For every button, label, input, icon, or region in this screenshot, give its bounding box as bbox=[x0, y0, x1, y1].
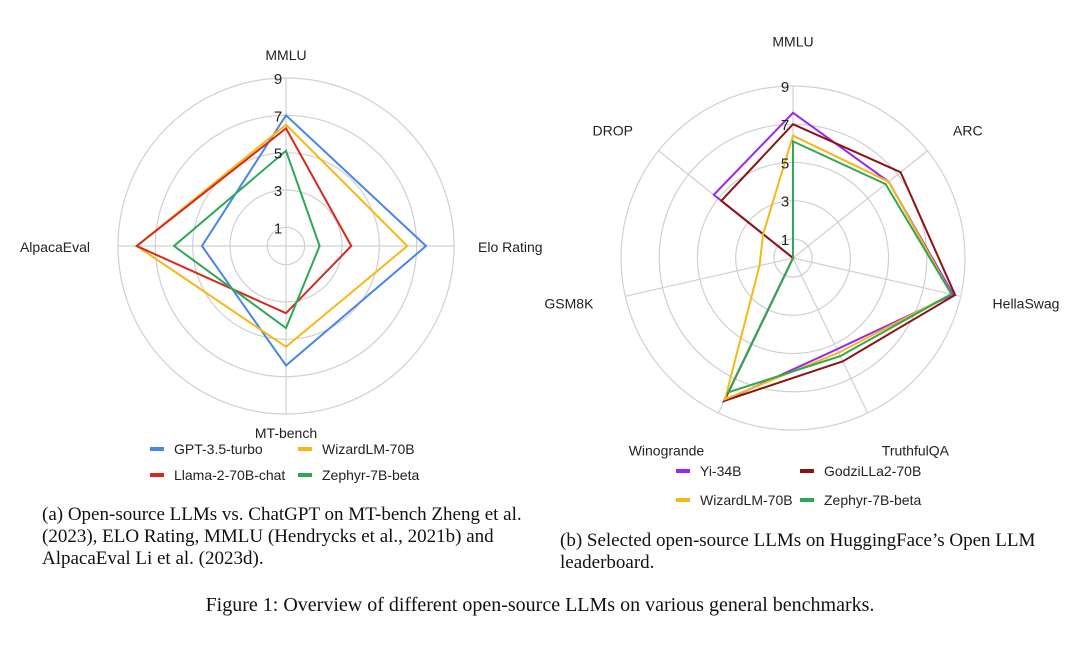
axis-label-gsm8k: GSM8K bbox=[544, 296, 594, 312]
axis-label-arc: ARC bbox=[953, 122, 983, 138]
tick-label: 7 bbox=[274, 108, 282, 125]
axis-label-drop: DROP bbox=[593, 122, 633, 138]
legend-b: Yi-34B GodziLLa2-70B WizardLM-70B Zephyr-7B… bbox=[676, 463, 921, 508]
caption-a: (a) Open-source LLMs vs. ChatGPT on MT-b… bbox=[42, 504, 522, 569]
series-gpt-3-5-turbo bbox=[200, 113, 428, 367]
series-godzilla2-70b bbox=[719, 122, 957, 403]
tick-label: 7 bbox=[781, 117, 789, 134]
legend-entry: Yi-34B bbox=[700, 463, 742, 479]
legend-entry: WizardLM-70B bbox=[700, 492, 793, 508]
radar-chart-b: 1 3 5 7 9 MMLU ARC HellaSwag TruthfulQA Winogrand… bbox=[544, 33, 1059, 458]
series-zephyr-7b-beta bbox=[172, 149, 321, 330]
grid-spoke bbox=[792, 257, 869, 414]
tick-label: 3 bbox=[274, 183, 282, 200]
grid-spoke bbox=[792, 257, 961, 297]
tick-label: 3 bbox=[781, 194, 789, 211]
axis-label-hellaswag: HellaSwag bbox=[993, 296, 1060, 312]
series-wizardlm-70b bbox=[135, 123, 409, 349]
tick-label: 9 bbox=[781, 79, 789, 96]
legend-entry: Llama-2-70B-chat bbox=[174, 467, 285, 483]
axis-label-alpacaeval: AlpacaEval bbox=[20, 239, 90, 255]
axis-label-mmlu: MMLU bbox=[772, 33, 813, 49]
axis-label-winogrande: Winogrande bbox=[629, 442, 705, 458]
axis-label-truthfulqa: TruthfulQA bbox=[882, 442, 950, 458]
axis-label-elo-rating: Elo Rating bbox=[478, 239, 543, 255]
legend-entry: Zephyr-7B-beta bbox=[322, 467, 419, 483]
series-zephyr-7b-beta bbox=[726, 139, 953, 394]
legend-entry: GPT-3.5-turbo bbox=[174, 441, 263, 457]
caption-b: (b) Selected open-source LLMs on Hugging… bbox=[560, 530, 1036, 573]
tick-label: 5 bbox=[274, 146, 282, 163]
tick-label: 1 bbox=[274, 220, 282, 237]
figure-caption: Figure 1: Overview of different open-sou… bbox=[205, 594, 875, 616]
legend-entry: WizardLM-70B bbox=[322, 441, 415, 457]
axis-label-mt-bench: MT-bench bbox=[255, 425, 317, 441]
grid-spoke bbox=[792, 150, 928, 259]
radar-chart-a: 1 3 5 7 9 MMLU Elo Rating MT-bench AlpacaEval bbox=[20, 47, 543, 441]
legend-entry: GodziLLa2-70B bbox=[824, 463, 921, 479]
tick-label: 1 bbox=[781, 232, 789, 249]
legend-entry: Zephyr-7B-beta bbox=[824, 492, 921, 508]
tick-label: 9 bbox=[274, 71, 282, 88]
series-wizardlm-70b bbox=[723, 134, 953, 401]
tick-label: 5 bbox=[781, 155, 789, 172]
axis-label-mmlu: MMLU bbox=[265, 47, 306, 63]
grid-spoke bbox=[625, 257, 794, 297]
legend-a: GPT-3.5-turbo WizardLM-70B Llama-2-70B-cha… bbox=[150, 441, 419, 483]
series-llama-2-70b-chat bbox=[134, 126, 353, 315]
